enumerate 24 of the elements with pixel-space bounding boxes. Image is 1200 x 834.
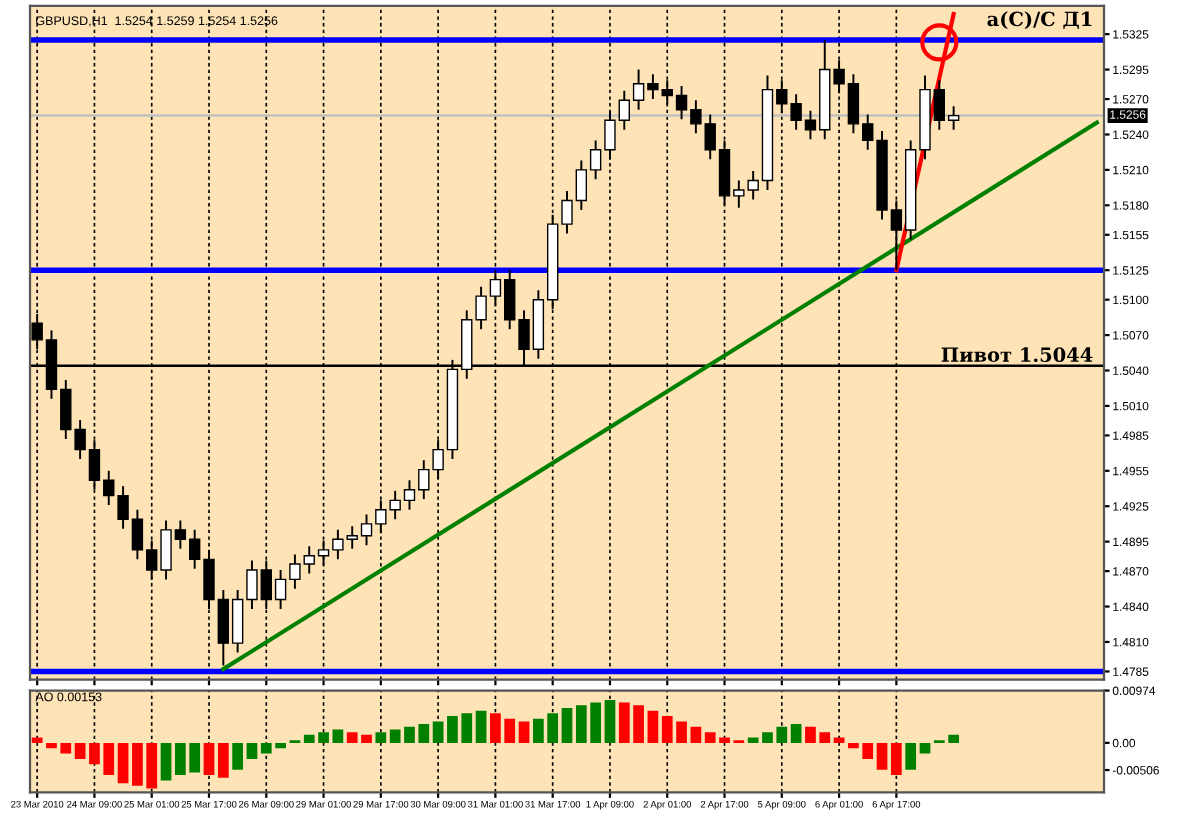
bar bbox=[375, 732, 387, 743]
bar bbox=[604, 699, 616, 743]
ref-line-label: Пивот 1.5044 bbox=[941, 347, 1093, 363]
bar bbox=[332, 729, 344, 743]
bar bbox=[432, 721, 444, 743]
bar bbox=[203, 742, 215, 776]
annotation: a(C)/C Д1 bbox=[987, 11, 1092, 30]
bar bbox=[246, 742, 258, 759]
bar bbox=[160, 742, 172, 781]
bar bbox=[31, 737, 43, 743]
bar bbox=[647, 710, 659, 743]
bar bbox=[117, 742, 129, 784]
bar bbox=[475, 710, 487, 743]
bar bbox=[919, 742, 931, 754]
bar bbox=[890, 742, 902, 776]
bar bbox=[690, 726, 702, 743]
bar bbox=[876, 742, 888, 770]
bar bbox=[217, 742, 229, 778]
bar bbox=[518, 721, 530, 743]
bar bbox=[790, 724, 802, 743]
bar bbox=[561, 707, 573, 743]
bar bbox=[905, 742, 917, 770]
bar bbox=[74, 742, 86, 759]
bar bbox=[232, 742, 244, 770]
